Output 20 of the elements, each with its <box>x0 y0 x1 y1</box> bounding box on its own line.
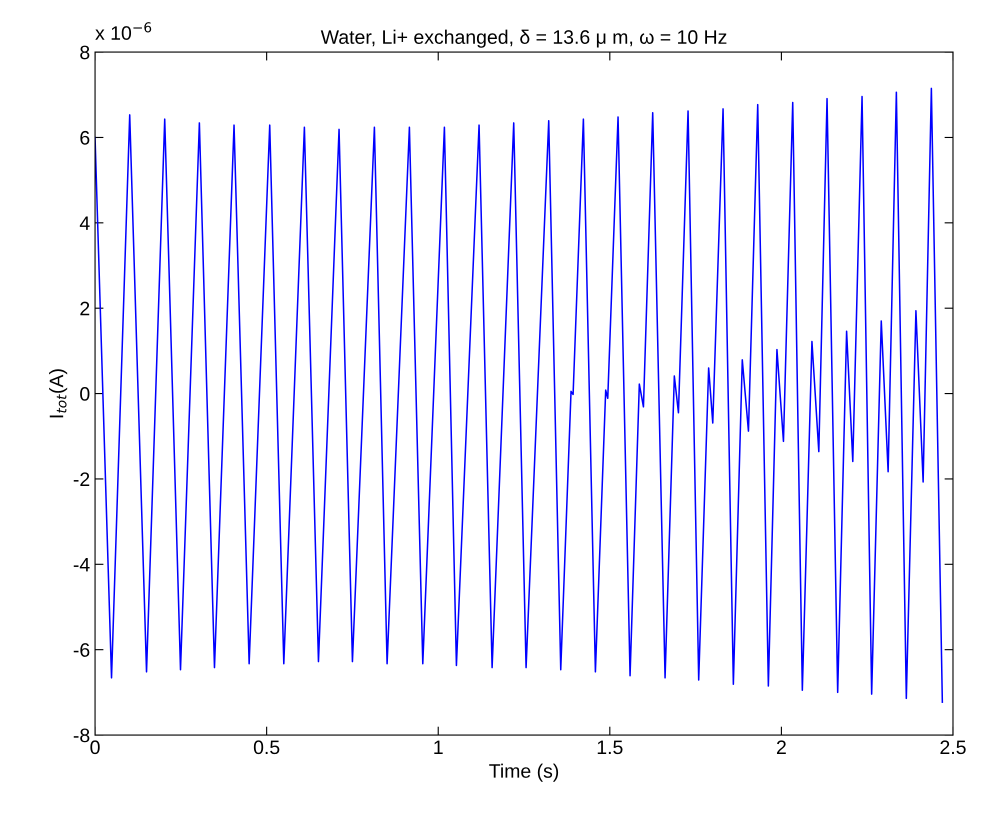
y-tick-label: 2 <box>80 302 90 316</box>
chart-title: Water, Li+ exchanged, δ = 13.6 μ m, ω = 10 Hz <box>320 30 726 48</box>
y-tick-label: -6 <box>74 643 90 657</box>
y-tick-label: 6 <box>80 130 90 145</box>
y-tick-label: -2 <box>74 472 90 486</box>
x-tick-label: 2.5 <box>940 740 966 754</box>
y-tick-label: 0 <box>80 387 90 401</box>
x-tick-label: 0.5 <box>254 740 280 754</box>
x-tick-label: 2 <box>776 740 786 754</box>
y-axis-title: I$_{tot}$(A) <box>49 369 68 418</box>
x-axis-title: Time (s) <box>489 764 558 782</box>
y-tick-label: -4 <box>74 558 90 572</box>
x-tick-label: 0 <box>90 740 100 754</box>
line-series <box>95 88 944 703</box>
y-tick-label: -8 <box>74 728 90 742</box>
x-tick-label: 1 <box>434 740 443 754</box>
y-tick-label: 8 <box>80 46 90 60</box>
text: x 10$^{−6}$ <box>95 22 152 40</box>
y-tick-label: 4 <box>80 216 90 230</box>
x-tick-label: 1.5 <box>598 740 623 754</box>
